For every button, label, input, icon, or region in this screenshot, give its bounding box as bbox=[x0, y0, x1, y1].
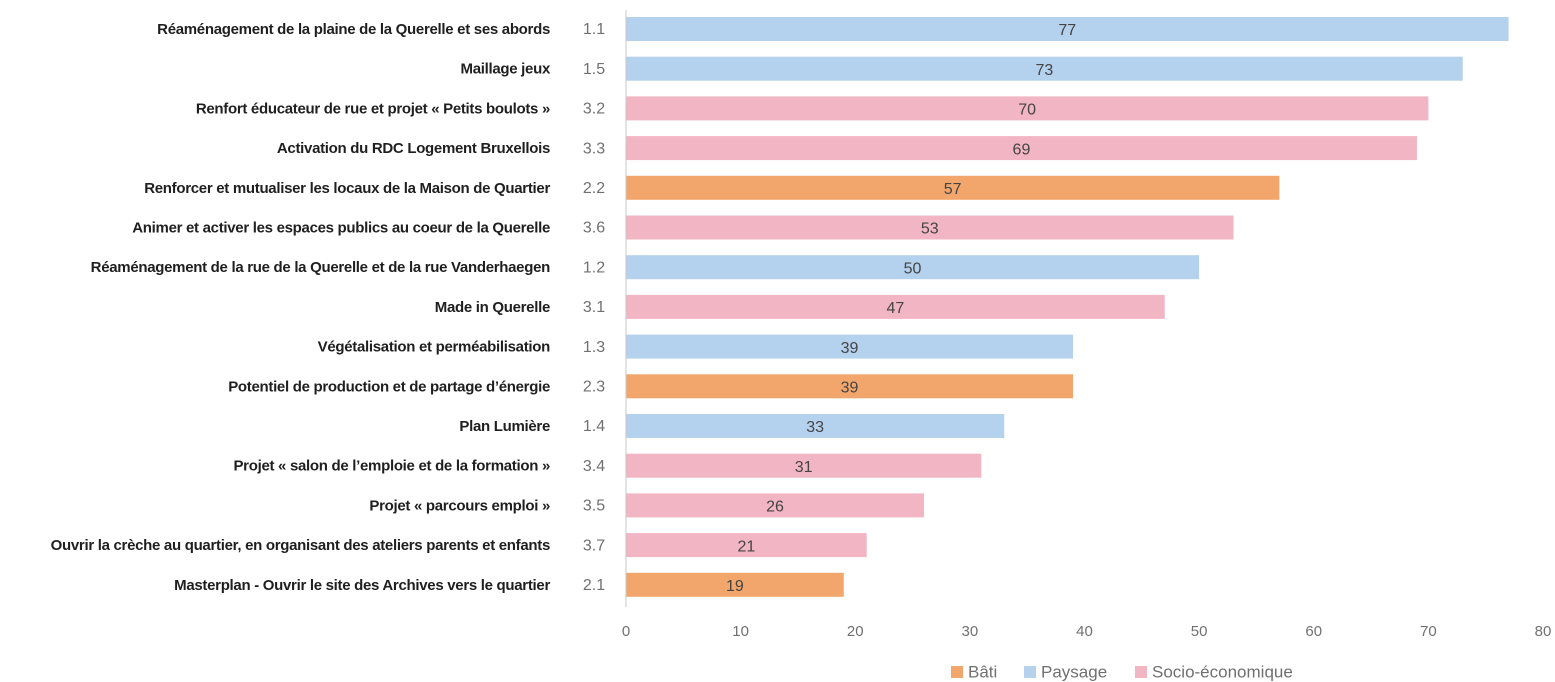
category-label: Renfort éducateur de rue et projet « Pet… bbox=[196, 100, 550, 117]
data-label: 57 bbox=[944, 181, 962, 198]
data-label: 31 bbox=[795, 459, 813, 476]
x-axis: 0 10 20 30 40 50 60 70 80 bbox=[622, 623, 1552, 640]
category-label: Végétalisation et perméabilisation bbox=[318, 339, 551, 356]
action-code-label: 2.1 bbox=[583, 577, 605, 594]
bar bbox=[626, 493, 925, 518]
category-label: Projet « parcours emploi » bbox=[369, 497, 550, 514]
x-tick-label: 70 bbox=[1420, 623, 1437, 640]
category-label: Potentiel de production et de partage d’… bbox=[228, 378, 550, 395]
bar bbox=[626, 96, 1429, 121]
legend-label: Paysage bbox=[1041, 662, 1107, 681]
category-label: Ouvrir la crèche au quartier, en organis… bbox=[51, 537, 550, 554]
bar bbox=[626, 294, 1165, 319]
bar bbox=[626, 533, 867, 558]
action-code-label: 2.3 bbox=[583, 379, 605, 396]
bar bbox=[626, 17, 1509, 41]
legend-label: Bâti bbox=[968, 662, 997, 681]
data-label: 33 bbox=[806, 419, 824, 436]
data-label: 69 bbox=[1013, 141, 1031, 158]
action-code-label: 3.2 bbox=[583, 101, 605, 118]
x-tick-label: 0 bbox=[622, 623, 630, 640]
category-label: Animer et activer les espaces publics au… bbox=[132, 219, 550, 236]
data-label: 26 bbox=[766, 499, 784, 516]
data-label: 39 bbox=[841, 340, 859, 357]
bar bbox=[626, 374, 1074, 399]
data-label: 53 bbox=[921, 221, 939, 238]
bar bbox=[626, 215, 1234, 240]
action-code-label: 1.5 bbox=[583, 61, 605, 78]
data-label: 39 bbox=[841, 380, 859, 397]
legend-swatch bbox=[951, 666, 963, 678]
action-code-label: 3.3 bbox=[583, 140, 605, 157]
data-label: 47 bbox=[886, 300, 904, 317]
bar bbox=[626, 414, 1005, 438]
action-code-label: 1.2 bbox=[583, 259, 605, 276]
x-tick-label: 30 bbox=[962, 623, 979, 640]
legend-label: Socio-économique bbox=[1152, 662, 1293, 681]
bar bbox=[626, 453, 982, 478]
x-tick-label: 80 bbox=[1535, 623, 1552, 640]
action-code-label: 1.3 bbox=[583, 339, 605, 356]
data-label: 73 bbox=[1035, 62, 1053, 79]
x-tick-label: 20 bbox=[847, 623, 864, 640]
data-label: 50 bbox=[904, 260, 922, 277]
bar bbox=[626, 334, 1074, 359]
data-label: 77 bbox=[1058, 22, 1076, 39]
data-label: 21 bbox=[737, 538, 755, 555]
category-label: Projet « salon de l’emploie et de la for… bbox=[233, 458, 550, 475]
bar bbox=[626, 572, 844, 597]
category-label: Plan Lumière bbox=[459, 418, 550, 435]
action-code-label: 1.1 bbox=[583, 21, 605, 38]
category-label: Renforcer et mutualiser les locaux de la… bbox=[144, 180, 550, 197]
legend-swatch bbox=[1024, 666, 1036, 678]
legend-swatch bbox=[1135, 666, 1147, 678]
bar bbox=[626, 56, 1463, 81]
data-label: 70 bbox=[1018, 102, 1036, 119]
category-label: Masterplan - Ouvrir le site des Archives… bbox=[174, 577, 550, 594]
bars-layer: Réaménagement de la plaine de la Querell… bbox=[51, 17, 1509, 597]
category-label: Réaménagement de la rue de la Querelle e… bbox=[91, 259, 550, 276]
action-code-label: 2.2 bbox=[583, 180, 605, 197]
x-tick-label: 10 bbox=[732, 623, 749, 640]
category-label: Maillage jeux bbox=[461, 61, 551, 78]
bar bbox=[626, 255, 1200, 280]
action-code-label: 3.6 bbox=[583, 220, 605, 237]
action-code-label: 1.4 bbox=[583, 418, 605, 435]
action-code-label: 3.4 bbox=[583, 458, 605, 475]
bar bbox=[626, 175, 1280, 200]
data-label: 19 bbox=[726, 578, 744, 595]
x-tick-label: 40 bbox=[1076, 623, 1093, 640]
action-code-label: 3.5 bbox=[583, 498, 605, 515]
category-label: Made in Querelle bbox=[435, 299, 550, 316]
category-label: Activation du RDC Logement Bruxellois bbox=[277, 140, 550, 157]
x-tick-label: 50 bbox=[1191, 623, 1208, 640]
action-code-label: 3.7 bbox=[583, 537, 605, 554]
bar bbox=[626, 136, 1417, 161]
x-tick-label: 60 bbox=[1305, 623, 1322, 640]
category-label: Réaménagement de la plaine de la Querell… bbox=[157, 21, 550, 38]
action-code-label: 3.1 bbox=[583, 299, 605, 316]
legend: Bâti Paysage Socio-économique bbox=[951, 662, 1293, 681]
